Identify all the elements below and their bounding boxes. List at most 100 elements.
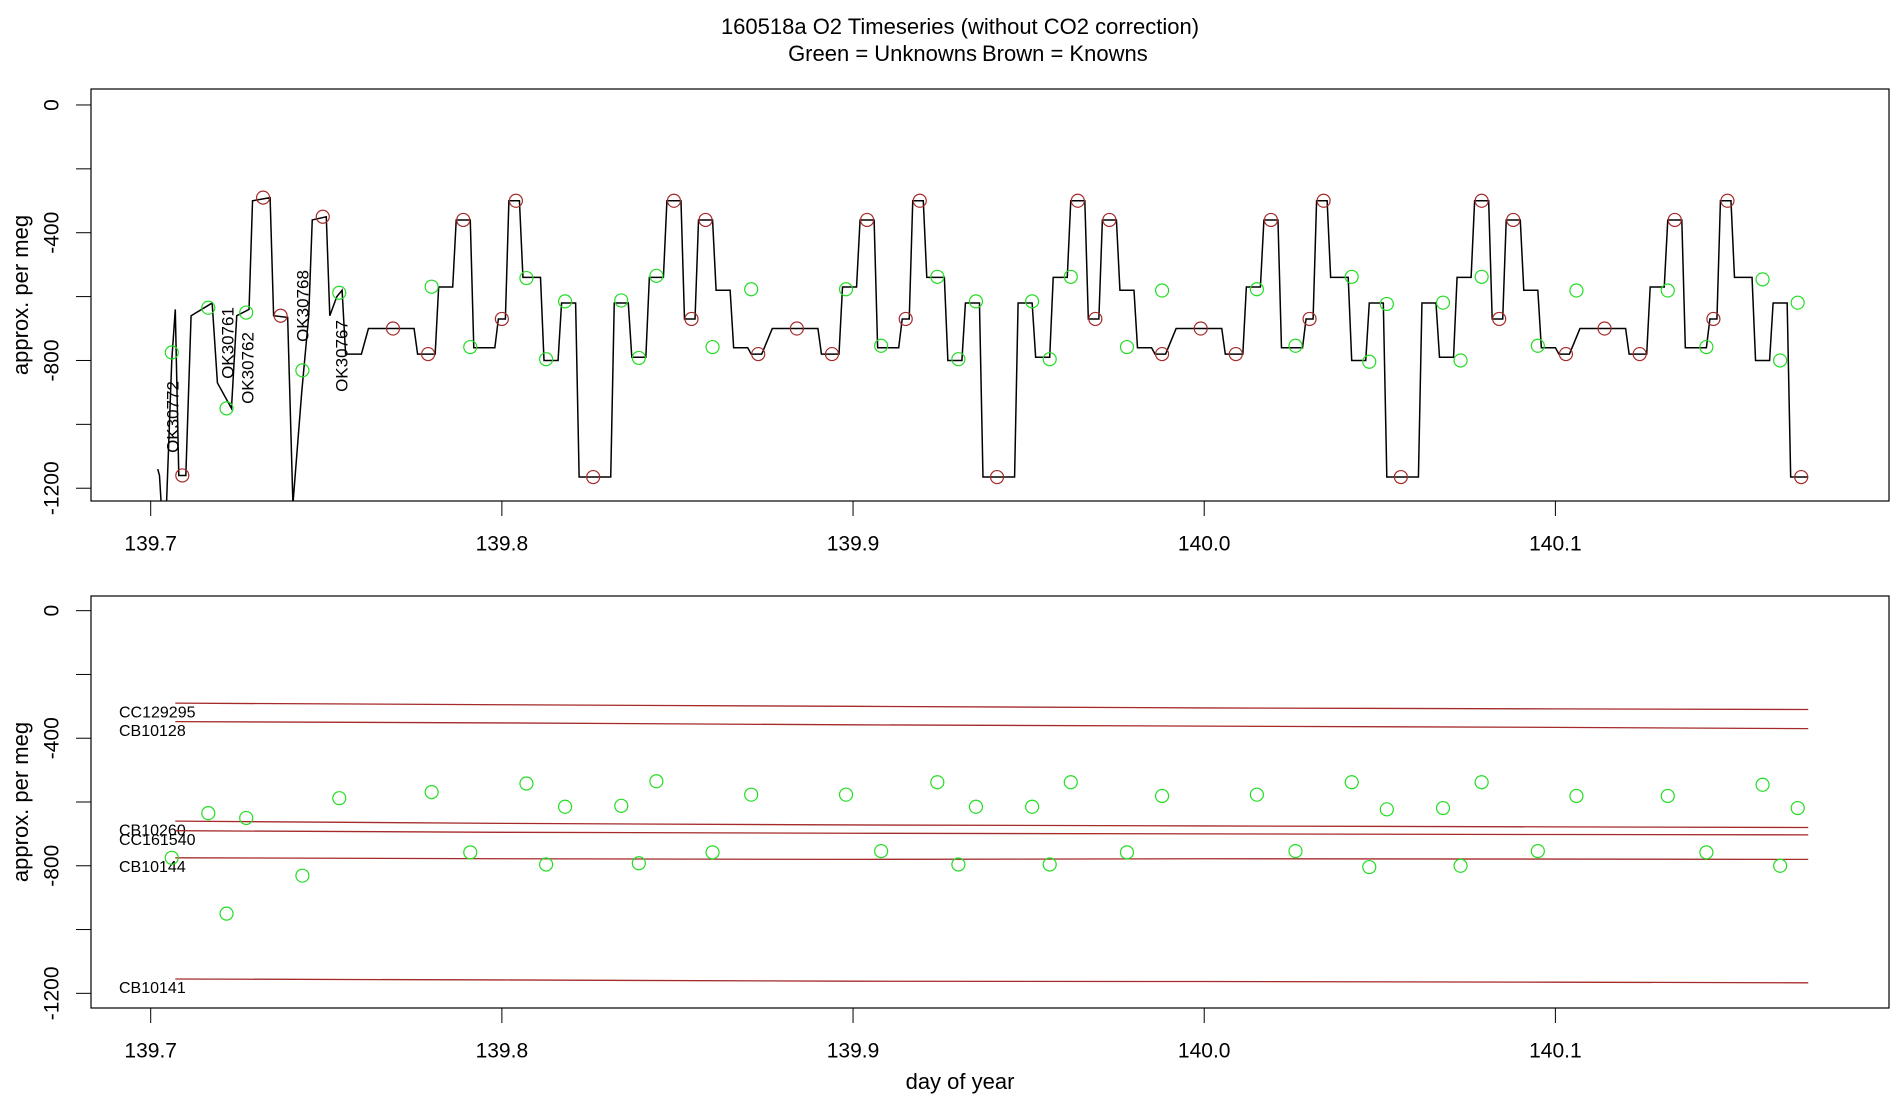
standard-line: [175, 830, 1809, 836]
point: [557, 294, 573, 309]
x-tick-label: 139.9: [827, 533, 880, 556]
point: [1773, 353, 1788, 368]
x-axis-label: day of year: [906, 1069, 1015, 1094]
x-tick-label: 140.1: [1529, 533, 1582, 556]
point: [1790, 800, 1805, 816]
point: [789, 321, 804, 336]
point: [1344, 269, 1359, 284]
point: [539, 857, 554, 872]
point: [219, 906, 234, 921]
x-tick-label: 140.0: [1178, 1040, 1231, 1063]
point: [912, 193, 927, 208]
point: [874, 338, 889, 353]
point: [1453, 858, 1468, 873]
point: [332, 791, 347, 806]
point: [1362, 859, 1377, 875]
y-tick-label: -800: [41, 845, 64, 887]
point: [494, 311, 509, 327]
point: [385, 321, 401, 336]
standard-label: CC129295: [119, 704, 196, 721]
plot-box: [90, 595, 1890, 1009]
point: [930, 775, 945, 790]
point: [968, 294, 984, 309]
point: [1453, 353, 1468, 368]
y-tick-label: -1200: [41, 966, 64, 1020]
point: [684, 311, 699, 327]
point: [1699, 845, 1714, 860]
point: [1492, 311, 1507, 327]
point: [1569, 788, 1584, 804]
point: [1302, 311, 1317, 327]
y-tick-label: 0: [41, 605, 64, 617]
point: [1632, 346, 1647, 362]
point: [1042, 352, 1057, 367]
point: [1288, 338, 1303, 353]
legend-entry: Green = Unknowns: [788, 41, 977, 66]
point: [951, 857, 966, 872]
x-tick-label: 140.0: [1178, 533, 1231, 556]
point: [295, 868, 310, 883]
point: [219, 401, 234, 416]
point: [614, 798, 629, 813]
standard-line: [175, 720, 1809, 730]
point: [1249, 282, 1264, 297]
point: [898, 311, 913, 327]
point: [1597, 321, 1612, 336]
point: [255, 190, 271, 205]
annotation: OK30768: [293, 270, 312, 342]
y-axis-label: approx. per meg: [8, 722, 33, 882]
point: [1344, 775, 1359, 790]
x-tick-label: 139.8: [476, 1040, 529, 1063]
point: [1193, 321, 1208, 336]
point: [838, 787, 854, 802]
point: [1119, 339, 1135, 355]
point: [201, 806, 216, 821]
point: [519, 776, 534, 791]
legend-entry: Brown = Knowns: [982, 41, 1148, 66]
point: [989, 469, 1005, 485]
point: [239, 810, 254, 826]
point: [295, 363, 310, 378]
standard-line: [175, 702, 1809, 711]
standard-label: CB10260: [119, 822, 186, 839]
point: [1249, 787, 1264, 802]
point: [968, 799, 984, 814]
point: [1773, 858, 1788, 873]
point: [1070, 193, 1085, 208]
y-tick-label: 0: [41, 99, 64, 111]
point: [1025, 294, 1040, 309]
point: [164, 345, 179, 360]
annotation: OK30767: [332, 320, 351, 392]
point: [649, 774, 664, 789]
point: [1660, 788, 1675, 804]
point: [1228, 346, 1243, 362]
point: [874, 844, 889, 859]
point: [1474, 269, 1489, 284]
point: [1530, 844, 1545, 859]
plot-line: 0 -400 -800 -1200 139.7 139.8 139.9 140.0 140.1 a…: [8, 41, 1890, 556]
point: [175, 468, 190, 483]
point: [1474, 193, 1489, 208]
x-tick-label: 139.9: [827, 1040, 880, 1063]
point: [424, 279, 439, 294]
point: [631, 350, 646, 366]
point: [1558, 346, 1574, 362]
point: [1063, 775, 1078, 790]
point: [424, 785, 439, 800]
point: [1530, 338, 1545, 353]
point: [1154, 788, 1170, 804]
y-tick-label: -400: [41, 717, 64, 759]
plot-box: [90, 88, 1890, 502]
point: [463, 339, 478, 355]
standard-label: CB10141: [119, 980, 186, 997]
x-tick-label: 139.7: [124, 533, 177, 556]
point: [332, 285, 347, 300]
point: [1063, 269, 1078, 284]
point: [273, 308, 288, 323]
point: [1154, 346, 1170, 362]
x-tick-label: 139.8: [476, 533, 529, 556]
point: [1435, 800, 1451, 816]
point: [539, 352, 554, 367]
point: [930, 269, 945, 284]
